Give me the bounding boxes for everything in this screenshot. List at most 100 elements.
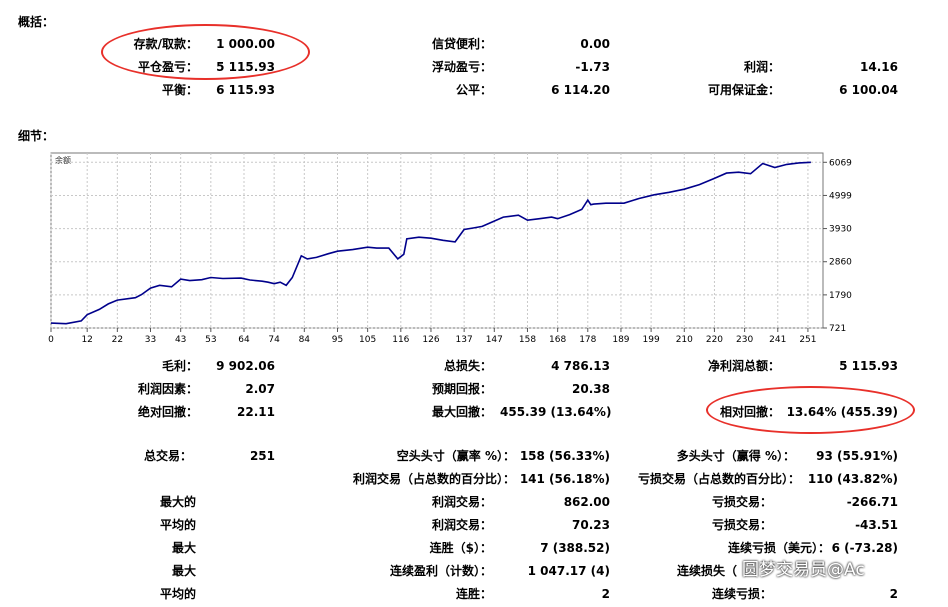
profit-trades-label: 利润交易（占总数的百分比）： xyxy=(352,472,515,486)
profit-trades-value: 141 (56.18%) xyxy=(519,472,610,486)
net-profit-label: 净利润总额： xyxy=(707,359,780,373)
chart-xtick-label: 251 xyxy=(799,335,816,345)
chart-xtick-label: 147 xyxy=(486,335,503,345)
avg-wins-label: 连胜： xyxy=(455,587,492,601)
balance-value: 6 115.93 xyxy=(216,83,275,97)
chart-ytick-label: 3930 xyxy=(829,225,852,235)
profit-label: 利润： xyxy=(743,60,780,74)
avg-loss-value: -43.51 xyxy=(855,518,898,532)
free-margin-value: 6 100.04 xyxy=(839,83,898,97)
summary-title: 概括： xyxy=(18,15,55,29)
short-positions-label: 空头头寸（赢率 %）： xyxy=(396,449,515,463)
avg2-label: 平均的 xyxy=(159,587,196,601)
chart-xtick-label: 0 xyxy=(48,335,54,345)
gross-loss-value: 4 786.13 xyxy=(551,359,610,373)
largest-loss-label: 亏损交易： xyxy=(711,495,772,509)
max-label: 最大 xyxy=(171,541,196,555)
chart-ytick-label: 1790 xyxy=(829,291,852,301)
chart-xtick-label: 158 xyxy=(519,335,536,345)
chart-xtick-label: 220 xyxy=(706,335,723,345)
profit-value: 14.16 xyxy=(860,60,898,74)
profit-factor-value: 2.07 xyxy=(245,382,275,396)
chart-xtick-label: 116 xyxy=(392,335,409,345)
watermark: 圆梦交易员@Ac xyxy=(742,560,865,580)
chart-xtick-label: 64 xyxy=(238,335,250,345)
gross-profit-value: 9 902.06 xyxy=(216,359,275,373)
chart-ytick-label: 721 xyxy=(829,324,846,334)
chart-xtick-label: 22 xyxy=(112,335,123,345)
abs-drawdown-label: 绝对回撤： xyxy=(137,405,198,419)
highlight-oval-drawdown xyxy=(706,386,915,434)
short-positions-value: 158 (56.33%) xyxy=(519,449,610,463)
credit-value: 0.00 xyxy=(580,37,610,51)
max-drawdown-value: 455.39 (13.64%) xyxy=(500,405,612,419)
avg-losses-value: 2 xyxy=(889,587,898,601)
chart-plot-area xyxy=(50,152,824,329)
gross-profit-label: 毛利： xyxy=(161,359,198,373)
chart-xtick-label: 33 xyxy=(145,335,156,345)
chart-ytick-label: 6069 xyxy=(829,158,852,168)
largest-profit-value: 862.00 xyxy=(563,495,610,509)
equity-label: 公平： xyxy=(455,83,492,97)
chart-xtick-label: 53 xyxy=(205,335,216,345)
gross-loss-label: 总损失： xyxy=(443,359,492,373)
floating-pl-value: -1.73 xyxy=(575,60,610,74)
max-cons-profit-label: 连续盈利（计数）： xyxy=(389,564,492,578)
chart-xtick-label: 241 xyxy=(769,335,786,345)
chart-xtick-label: 168 xyxy=(549,335,566,345)
expected-payoff-label: 预期回报： xyxy=(431,382,492,396)
total-trades-value: 251 xyxy=(249,449,275,463)
max-wins-label: 连胜（$）： xyxy=(429,541,492,555)
largest-profit-label: 利润交易： xyxy=(431,495,492,509)
expected-payoff-value: 20.38 xyxy=(572,382,610,396)
loss-trades-label: 亏损交易（占总数的百分比）： xyxy=(637,472,800,486)
credit-label: 信贷便利： xyxy=(431,37,492,51)
balance-label: 平衡： xyxy=(161,83,198,97)
max-wins-value: 7 (388.52) xyxy=(540,541,610,555)
equity-value: 6 114.20 xyxy=(551,83,610,97)
chart-xtick-label: 178 xyxy=(579,335,596,345)
long-positions-label: 多头头寸（赢得 %）： xyxy=(676,449,795,463)
avg-losses-label: 连续亏损： xyxy=(711,587,772,601)
max-cons-loss-label: 连续损失（ xyxy=(677,564,738,578)
long-positions-value: 93 (55.91%) xyxy=(816,449,898,463)
max-cons-profit-value: 1 047.17 (4) xyxy=(527,564,610,578)
chart-xtick-label: 43 xyxy=(175,335,186,345)
details-title: 细节： xyxy=(18,129,55,143)
avg-loss-label: 亏损交易： xyxy=(711,518,772,532)
chart-xtick-label: 105 xyxy=(359,335,376,345)
highlight-oval-summary xyxy=(101,24,310,80)
chart-xtick-label: 189 xyxy=(612,335,629,345)
chart-xtick-label: 230 xyxy=(736,335,753,345)
max-drawdown-label: 最大回撤： xyxy=(431,405,492,419)
avg-profit-label: 利润交易： xyxy=(431,518,492,532)
chart-title: 余额 xyxy=(55,155,71,165)
loss-trades-value: 110 (43.82%) xyxy=(807,472,898,486)
max-losses-label: 连续亏损（美元）： xyxy=(727,541,830,555)
chart-xtick-label: 84 xyxy=(299,335,311,345)
chart-xtick-label: 210 xyxy=(676,335,693,345)
profit-factor-label: 利润因素： xyxy=(137,382,198,396)
chart-xtick-label: 74 xyxy=(268,335,280,345)
balance-series-line xyxy=(50,161,811,325)
net-profit-value: 5 115.93 xyxy=(839,359,898,373)
max2-label: 最大 xyxy=(171,564,196,578)
total-trades-label: 总交易： xyxy=(143,449,192,463)
chart-xtick-label: 95 xyxy=(332,335,343,345)
free-margin-label: 可用保证金： xyxy=(707,83,780,97)
chart-ytick-label: 4999 xyxy=(829,191,852,201)
max-losses-value: 6 (-73.28) xyxy=(831,541,898,555)
abs-drawdown-value: 22.11 xyxy=(237,405,275,419)
largest-label: 最大的 xyxy=(159,495,196,509)
chart-ytick-label: 2860 xyxy=(829,258,852,268)
balance-chart: 721 1790 2860 3930 4999 6069 0 12 22 33 43 53 64 74 84… xyxy=(48,152,852,345)
chart-xtick-label: 126 xyxy=(422,335,439,345)
avg-wins-value: 2 xyxy=(601,587,610,601)
floating-pl-label: 浮动盈亏： xyxy=(431,60,492,74)
chart-xtick-label: 12 xyxy=(81,335,92,345)
avg-profit-value: 70.23 xyxy=(572,518,610,532)
average-label: 平均的 xyxy=(159,518,196,532)
largest-loss-value: -266.71 xyxy=(846,495,898,509)
chart-xtick-label: 199 xyxy=(643,335,660,345)
chart-xtick-label: 137 xyxy=(456,335,473,345)
